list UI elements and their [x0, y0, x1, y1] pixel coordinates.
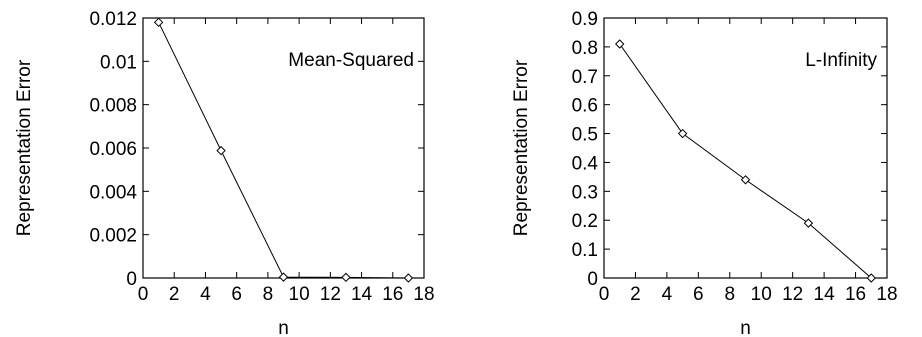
data-point-marker: [740, 175, 751, 185]
y-tick-label: 0.006: [89, 139, 137, 160]
x-tick-label: 16: [382, 284, 403, 305]
y-tick-label: 0.008: [89, 96, 137, 117]
x-tick-label: 0: [138, 284, 149, 305]
x-tick-label: 0: [599, 284, 610, 305]
y-tick-label: 0.002: [89, 226, 137, 247]
data-point-marker: [677, 128, 688, 139]
y-tick-label: 0.3: [572, 182, 598, 203]
chart-panel-1: 0 2 4 6 8 10 12 14 16 1800.0020.0040.0060.0080.01…: [14, 9, 435, 337]
y-tick-label: 0.9: [572, 9, 598, 30]
data-point-marker: [803, 218, 814, 228]
legend-label: Mean-Squared: [288, 50, 414, 71]
y-tick-label: 0.2: [572, 211, 598, 232]
x-tick-label: 12: [782, 284, 803, 305]
data-point-marker: [341, 272, 351, 283]
y-tick-label: 0.4: [572, 153, 599, 174]
data-point-marker: [403, 273, 414, 283]
y-tick-label: 0.6: [572, 96, 598, 117]
x-axis-label: n: [740, 318, 751, 337]
x-axis-label: n: [278, 318, 289, 337]
y-tick-label: 0: [587, 269, 598, 290]
x-tick-label: 16: [845, 284, 866, 305]
x-tick-label: 10: [751, 284, 772, 305]
y-axis-label: Representation Error: [14, 59, 35, 236]
y-tick-label: 0.8: [572, 38, 598, 59]
x-tick-label: 2: [169, 284, 180, 305]
data-point-marker: [278, 272, 289, 282]
plot-frame: [603, 17, 888, 279]
x-tick-label: 6: [231, 284, 242, 305]
data-point-marker: [153, 17, 164, 28]
x-tick-label: 18: [876, 284, 897, 305]
x-tick-label: 6: [693, 284, 704, 305]
x-tick-label: 12: [320, 284, 341, 305]
x-tick-label: 4: [200, 284, 211, 305]
chart-panel-2: 0 2 4 6 8 10 12 14 16 1800.10.20.30.40.50.60.70.8…: [511, 9, 898, 337]
y-tick-label: 0.7: [572, 67, 598, 88]
x-tick-label: 2: [630, 284, 641, 305]
legend-label: L-Infinity: [805, 50, 877, 71]
data-point-marker: [866, 273, 876, 283]
x-tick-label: 8: [724, 284, 735, 305]
x-tick-label: 14: [814, 284, 836, 305]
y-tick-label: 0: [126, 269, 137, 290]
x-tick-label: 8: [263, 284, 274, 305]
x-tick-label: 4: [662, 284, 673, 305]
series-line: [619, 43, 872, 279]
y-axis-label: Representation Error: [511, 59, 532, 236]
y-tick-label: 0.1: [572, 240, 598, 261]
x-tick-label: 10: [289, 284, 310, 305]
data-point-marker: [615, 39, 625, 49]
data-point-marker: [216, 145, 226, 156]
y-tick-label: 0.01: [100, 52, 137, 73]
y-tick-label: 0.004: [89, 182, 137, 203]
x-tick-label: 18: [413, 284, 434, 305]
y-tick-label: 0.5: [572, 125, 598, 146]
y-tick-label: 0.012: [89, 9, 137, 30]
x-tick-label: 14: [351, 284, 373, 305]
